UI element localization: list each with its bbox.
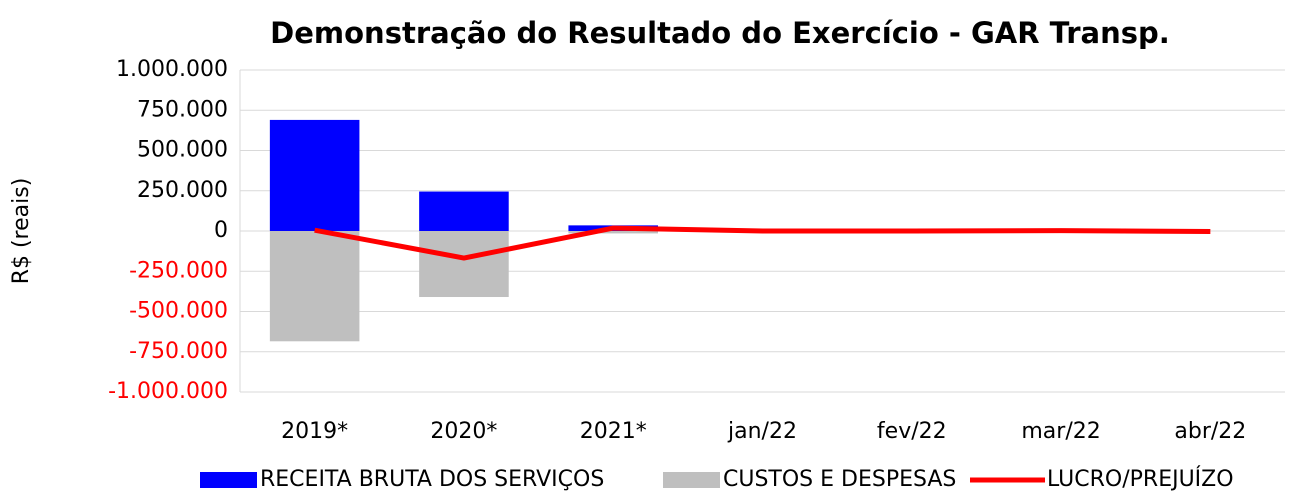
chart-title: Demonstração do Resultado do Exercício -… [270, 16, 1170, 50]
y-tick-label: -750.000 [129, 339, 228, 364]
y-tick-label: 250.000 [137, 178, 228, 203]
y-tick-label: 1.000.000 [116, 57, 228, 82]
y-axis-label: R$ (reais) [9, 178, 34, 285]
y-tick-label: -250.000 [129, 258, 228, 283]
x-tick-label: 2020* [430, 419, 497, 444]
bar [568, 231, 658, 234]
x-tick-label: mar/22 [1021, 419, 1100, 444]
legend-label: RECEITA BRUTA DOS SERVIÇOS [260, 467, 604, 492]
y-tick-label: 500.000 [137, 138, 228, 163]
x-tick-label: jan/22 [727, 419, 797, 444]
legend-swatch [663, 472, 720, 488]
line [314, 225, 1211, 261]
y-tick-label: -1.000.000 [108, 379, 228, 404]
bar [269, 119, 360, 231]
bar [419, 191, 509, 231]
legend-label: LUCRO/PREJUÍZO [1047, 466, 1234, 492]
x-tick-label: abr/22 [1174, 419, 1246, 444]
legend-label: CUSTOS E DESPESAS [723, 467, 956, 492]
bar [269, 231, 360, 342]
y-tick-label: 750.000 [137, 97, 228, 122]
x-tick-label: fev/22 [877, 419, 947, 444]
y-tick-label: 0 [214, 218, 228, 243]
bar [419, 231, 509, 298]
y-tick-label: -500.000 [129, 299, 228, 324]
legend-swatch [200, 472, 257, 488]
x-tick-label: 2021* [580, 419, 647, 444]
x-tick-label: 2019* [281, 419, 348, 444]
